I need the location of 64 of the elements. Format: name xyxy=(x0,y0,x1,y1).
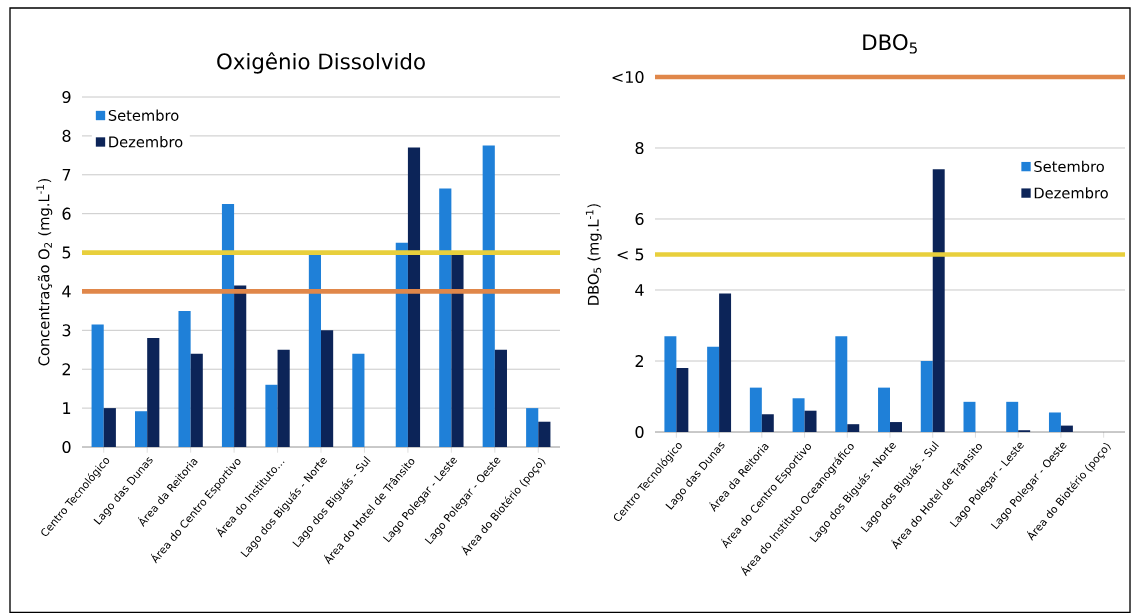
bar xyxy=(538,421,551,447)
bar xyxy=(707,346,720,432)
bar xyxy=(407,147,421,447)
bar xyxy=(91,324,104,447)
y-tick-label: 4 xyxy=(62,285,71,298)
bar xyxy=(890,422,902,432)
bar xyxy=(190,353,203,447)
bar xyxy=(308,254,321,447)
y-tick-label: 6 xyxy=(635,212,644,226)
bar xyxy=(135,411,148,447)
y-tick-label: 8 xyxy=(635,141,644,155)
y-tick-label: 9 xyxy=(62,90,71,104)
bar xyxy=(963,401,976,432)
bar xyxy=(920,361,933,432)
bar xyxy=(804,410,817,432)
legend-label: Setembro xyxy=(108,109,179,121)
bar xyxy=(234,285,247,447)
legend-label: Dezembro xyxy=(109,136,183,148)
bar xyxy=(265,384,278,447)
y-tick-label: 1 xyxy=(63,402,71,414)
bar xyxy=(878,387,891,432)
bar xyxy=(451,254,464,447)
bar xyxy=(178,310,191,447)
bar xyxy=(352,353,365,447)
y-tick-label: 4 xyxy=(635,284,644,296)
chart-title: Oxigênio Dissolvido xyxy=(217,52,425,74)
y-tick-label: 8 xyxy=(62,129,71,142)
bar xyxy=(847,424,860,432)
bar xyxy=(719,293,732,432)
bar xyxy=(1048,412,1061,432)
bar xyxy=(1006,401,1019,432)
y-axis-title: DBO$_{5}$ (mg.L$^{-1}$) xyxy=(585,204,602,305)
y-tick-label: 6 xyxy=(62,207,71,220)
bar xyxy=(792,398,805,432)
bar xyxy=(749,387,762,432)
bar xyxy=(1060,425,1073,432)
bar xyxy=(395,242,408,447)
bar xyxy=(494,349,507,447)
y-tick-label: 0 xyxy=(635,425,644,439)
bar xyxy=(932,169,945,432)
y-tick-label: 5 xyxy=(62,246,71,259)
legend-label: Dezembro xyxy=(1034,187,1108,199)
bar xyxy=(676,368,689,432)
bar xyxy=(664,336,677,432)
y-tick-label: 3 xyxy=(62,324,71,337)
y-tick-label: <10 xyxy=(612,70,644,84)
y-tick-label: 2 xyxy=(635,355,643,367)
y-tick-label: < 5 xyxy=(617,248,644,261)
bar xyxy=(761,414,774,432)
bar xyxy=(277,349,290,447)
bar xyxy=(482,145,495,447)
chart-title: DBO$_{5}$ xyxy=(863,34,917,54)
y-tick-label: 2 xyxy=(62,363,70,376)
y-tick-label: 7 xyxy=(62,168,71,181)
y-tick-label: 0 xyxy=(62,440,71,454)
bar xyxy=(526,408,539,447)
bar xyxy=(103,408,116,447)
bar xyxy=(835,336,848,432)
y-axis-title: Concentração O$_{2}$ (mg.L$^{-1}$) xyxy=(36,179,53,366)
legend-label: Setembro xyxy=(1034,160,1104,173)
bar xyxy=(221,203,235,447)
bar xyxy=(321,330,334,447)
bar xyxy=(439,188,452,447)
bar xyxy=(147,338,160,447)
